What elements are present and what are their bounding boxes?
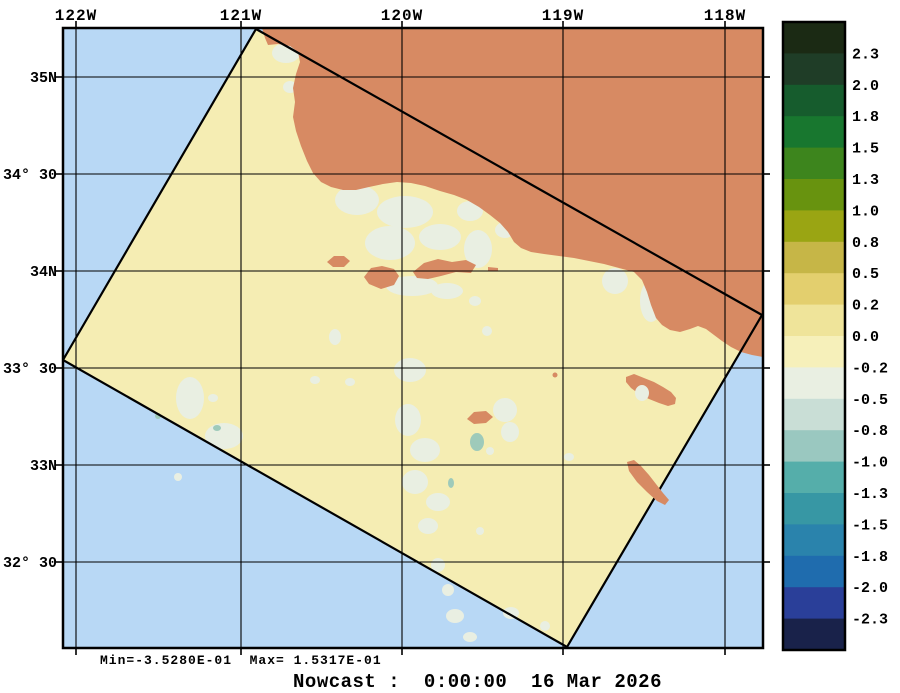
colorbar-value-label: 0.0	[852, 329, 879, 346]
latitude-axis-labels: 35N 34° 30 34N 33° 30 33N 32° 30	[3, 70, 57, 572]
colorbar-value-label: 1.3	[852, 172, 879, 189]
longitude-axis-labels: 122W 121W 120W 119W 118W	[55, 7, 746, 25]
colorbar-value-label: 1.5	[852, 141, 879, 158]
colorbar-value-label: -1.0	[852, 455, 888, 472]
colorbar-segment	[783, 524, 845, 557]
colorbar-segment	[783, 241, 845, 274]
latitude-label: 34N	[30, 264, 57, 281]
data-swath-region	[63, 29, 762, 647]
colorbar-value-label: -1.8	[852, 549, 888, 566]
map-frame	[61, 26, 765, 650]
colorbar-value-label: 0.5	[852, 266, 879, 283]
colorbar-segment	[783, 398, 845, 431]
colorbar-segment	[783, 84, 845, 117]
colorbar-value-label: 2.3	[852, 46, 879, 63]
mainland-coast	[262, 28, 763, 357]
latitude-label: 33N	[30, 458, 57, 475]
colorbar-segment	[783, 367, 845, 400]
santa-catalina-island	[626, 374, 676, 406]
colorbar-segment	[783, 147, 845, 180]
longitude-label: 121W	[220, 7, 262, 25]
colorbar-value-label: 0.2	[852, 298, 879, 315]
catalina-patch	[635, 385, 649, 401]
channel-islands	[327, 256, 676, 505]
colorbar-value-label: -1.3	[852, 486, 888, 503]
minmax-readout: Min=-3.5280E-01 Max= 1.5317E-01	[100, 653, 382, 668]
longitude-label: 118W	[704, 7, 746, 25]
colorbar-value-label: -2.3	[852, 612, 888, 629]
san-nicolas-island	[467, 411, 493, 424]
san-miguel-island	[327, 256, 350, 267]
colorbar-segment	[783, 304, 845, 337]
colorbar-segment	[783, 116, 845, 149]
colorbar-segment	[783, 618, 845, 651]
latitude-label: 34° 30	[3, 167, 57, 184]
colorbar-segment	[783, 587, 845, 620]
san-clemente-island	[627, 460, 669, 505]
colorbar-border	[781, 20, 847, 652]
santa-rosa-island	[364, 266, 399, 289]
colorbar-segment	[783, 555, 845, 588]
colorbar-segment	[783, 53, 845, 86]
colorbar-value-label: -0.5	[852, 392, 888, 409]
colorbar-segment	[783, 461, 845, 494]
colorbar-segment	[783, 336, 845, 368]
longitude-label: 119W	[542, 7, 584, 25]
colorbar-segment	[783, 273, 845, 306]
colorbar-value-label: -1.5	[852, 517, 888, 534]
figure-title: Nowcast : 0:00:00 16 Mar 2026	[293, 671, 662, 693]
latitude-label: 33° 30	[3, 361, 57, 378]
colorbar-segment	[783, 179, 845, 211]
santa-cruz-island	[413, 259, 476, 279]
graticule-gridlines	[63, 28, 763, 648]
colorbar-value-label: -0.8	[852, 423, 888, 440]
colorbar-value-label: 2.0	[852, 78, 879, 95]
longitude-label: 122W	[55, 7, 97, 25]
colorbar-segment	[783, 493, 845, 525]
anacapa-island	[488, 267, 498, 271]
latitude-label: 32° 30	[3, 555, 57, 572]
santa-barbara-island	[552, 372, 558, 378]
colorbar-value-label: 1.8	[852, 109, 879, 126]
colorbar-value-label: -0.2	[852, 360, 888, 377]
latitude-label: 35N	[30, 70, 57, 87]
colorbar-segment	[783, 430, 845, 463]
colorbar-segment	[783, 22, 845, 54]
colorbar-value-label: -2.0	[852, 580, 888, 597]
colorbar-value-label: 0.8	[852, 235, 879, 252]
colorbar-value-label: 1.0	[852, 203, 879, 220]
colorbar-tick-labels: 2.3 2.0 1.8 1.5 1.3 1.0 0.8 0.5 0.2 0.0 -0.2 -0.5 -0…	[852, 46, 888, 628]
colorbar-segment	[783, 210, 845, 243]
colorbar	[781, 20, 847, 652]
longitude-label: 120W	[381, 7, 423, 25]
